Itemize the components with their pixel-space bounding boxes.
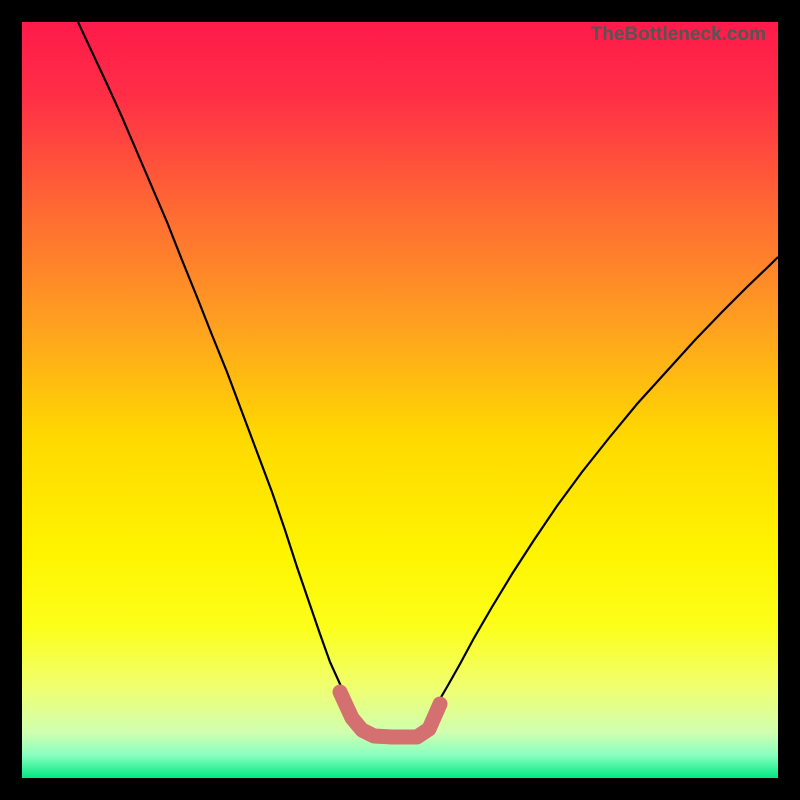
plot-area: TheBottleneck.com <box>22 22 778 778</box>
chart-svg <box>22 22 778 778</box>
chart-container: TheBottleneck.com <box>0 0 800 800</box>
watermark-text: TheBottleneck.com <box>591 24 766 46</box>
gradient-background <box>22 22 778 778</box>
